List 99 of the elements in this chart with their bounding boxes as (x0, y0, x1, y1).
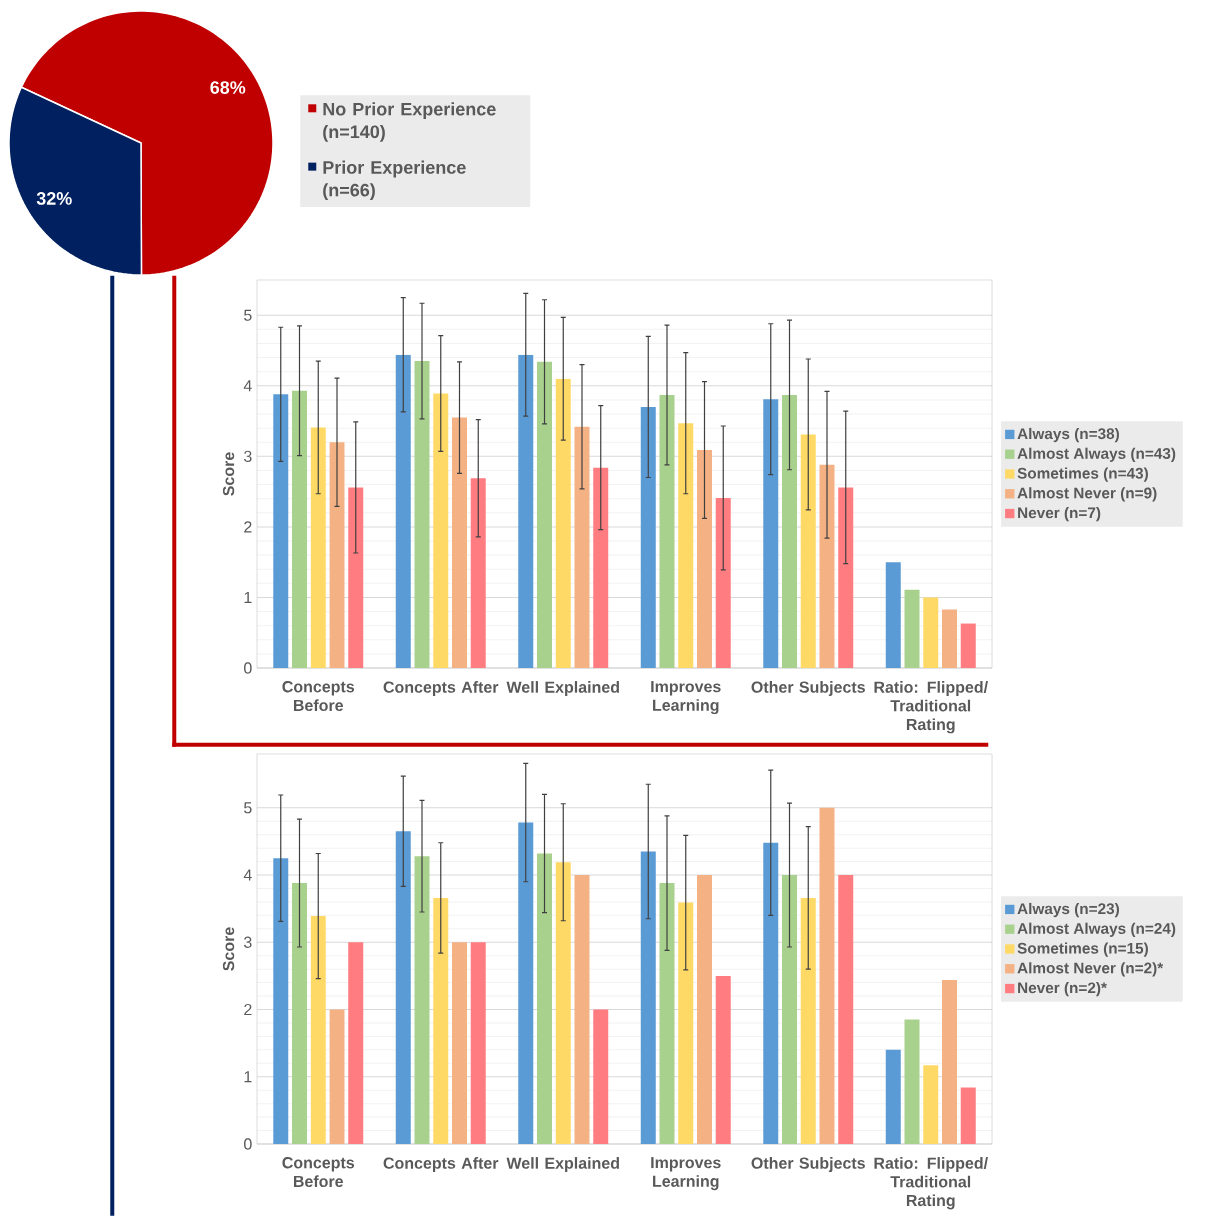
bar (593, 1009, 609, 1144)
x-tick-label: Concepts After (383, 1157, 499, 1172)
bar (292, 390, 307, 668)
bar (782, 875, 797, 1144)
bar (678, 423, 694, 668)
legend-label: Sometimes (n=43) (1017, 467, 1148, 482)
legend-label: No Prior Experience (n=140) (323, 102, 496, 142)
x-tick-label: Improves Learning (651, 681, 721, 715)
y-tick-label: 5 (244, 802, 252, 814)
bar (640, 406, 656, 668)
legend-label: Almost Never (n=9) (1017, 487, 1157, 502)
legend-label: Almost Always (n=24) (1017, 922, 1176, 937)
x-tick-label: Other Subjects (751, 681, 865, 696)
bar (904, 1019, 920, 1144)
bar (452, 417, 467, 668)
x-tick-label: Concepts Before (282, 681, 355, 712)
bar (942, 979, 957, 1144)
bar (329, 442, 345, 668)
bar (452, 942, 467, 1144)
bar (518, 354, 534, 668)
data-label: 68% (210, 81, 246, 94)
bar (640, 851, 656, 1144)
x-tick-label: Concepts Before (282, 1157, 355, 1188)
bar (659, 394, 675, 668)
bar (838, 487, 854, 668)
bar (678, 902, 694, 1144)
bar (395, 354, 411, 668)
bar (310, 427, 326, 668)
bar (960, 1087, 976, 1144)
legend-label: Always (n=23) (1017, 902, 1119, 918)
bar (960, 623, 976, 668)
bar (904, 589, 920, 668)
bar (800, 897, 816, 1144)
y-axis-title: Score (222, 927, 235, 971)
x-tick-label: Well Explained (506, 681, 619, 696)
bar (697, 875, 712, 1144)
bar (838, 875, 854, 1144)
legend-label: Sometimes (n=15) (1017, 942, 1148, 957)
bar (470, 942, 486, 1144)
y-tick-label: 3 (244, 450, 252, 463)
bar (923, 597, 939, 668)
x-tick-label: Improves Learning (651, 1157, 721, 1191)
bar (310, 916, 326, 1144)
bar (273, 858, 289, 1144)
legend-label: Almost Never (n=2)* (1017, 962, 1164, 977)
y-axis-title: Score (222, 452, 235, 496)
legend-label: Always (n=38) (1017, 427, 1119, 443)
bar (763, 842, 779, 1144)
bar (555, 378, 571, 668)
bar (555, 862, 571, 1144)
bar (819, 807, 835, 1144)
y-tick-label: 1 (244, 1071, 252, 1083)
y-tick-label: 2 (244, 1003, 252, 1016)
y-tick-label: 0 (244, 1138, 252, 1150)
bar (470, 478, 486, 668)
bar (292, 883, 307, 1144)
y-tick-label: 2 (244, 521, 252, 533)
bar (537, 361, 553, 668)
bar (715, 975, 731, 1144)
y-tick-label: 5 (244, 309, 252, 321)
bar (800, 434, 816, 668)
legend-label: Almost Always (n=43) (1017, 447, 1176, 462)
bar (782, 394, 797, 668)
bar (885, 562, 901, 668)
bar (329, 1009, 345, 1144)
bar (574, 875, 590, 1144)
bar (763, 399, 779, 668)
bar (923, 1065, 939, 1144)
y-tick-label: 4 (243, 380, 252, 392)
legend-label: Prior Experience (n=66) (323, 160, 466, 201)
x-tick-label: Well Explained (506, 1157, 619, 1172)
bar (348, 487, 364, 668)
bar (942, 609, 957, 668)
y-tick-label: 3 (244, 936, 252, 948)
bar (574, 426, 590, 668)
bar (395, 831, 411, 1144)
bar (659, 883, 675, 1144)
legend-label: Never (n=7) (1018, 507, 1101, 522)
bar (697, 450, 712, 668)
x-tick-label: Concepts After (383, 681, 499, 696)
bar (433, 393, 449, 668)
y-tick-label: 1 (244, 591, 252, 603)
y-tick-label: 0 (244, 662, 252, 674)
bar (348, 942, 364, 1144)
bar (414, 856, 430, 1144)
data-label: 32% (36, 192, 72, 205)
y-tick-label: 4 (243, 869, 252, 881)
legend-label: Never (n=2)* (1018, 982, 1107, 997)
bar (885, 1049, 901, 1144)
bar (433, 897, 449, 1144)
bar (593, 467, 609, 668)
bar (518, 822, 534, 1144)
bar (715, 497, 731, 668)
bar (414, 361, 430, 668)
bar (273, 394, 289, 668)
x-tick-label: Ratio: Flipped/ Traditional Rating (874, 1157, 988, 1210)
x-tick-label: Other Subjects (751, 1157, 865, 1172)
x-tick-label: Ratio: Flipped/ Traditional Rating (874, 681, 988, 734)
bar (537, 853, 553, 1144)
